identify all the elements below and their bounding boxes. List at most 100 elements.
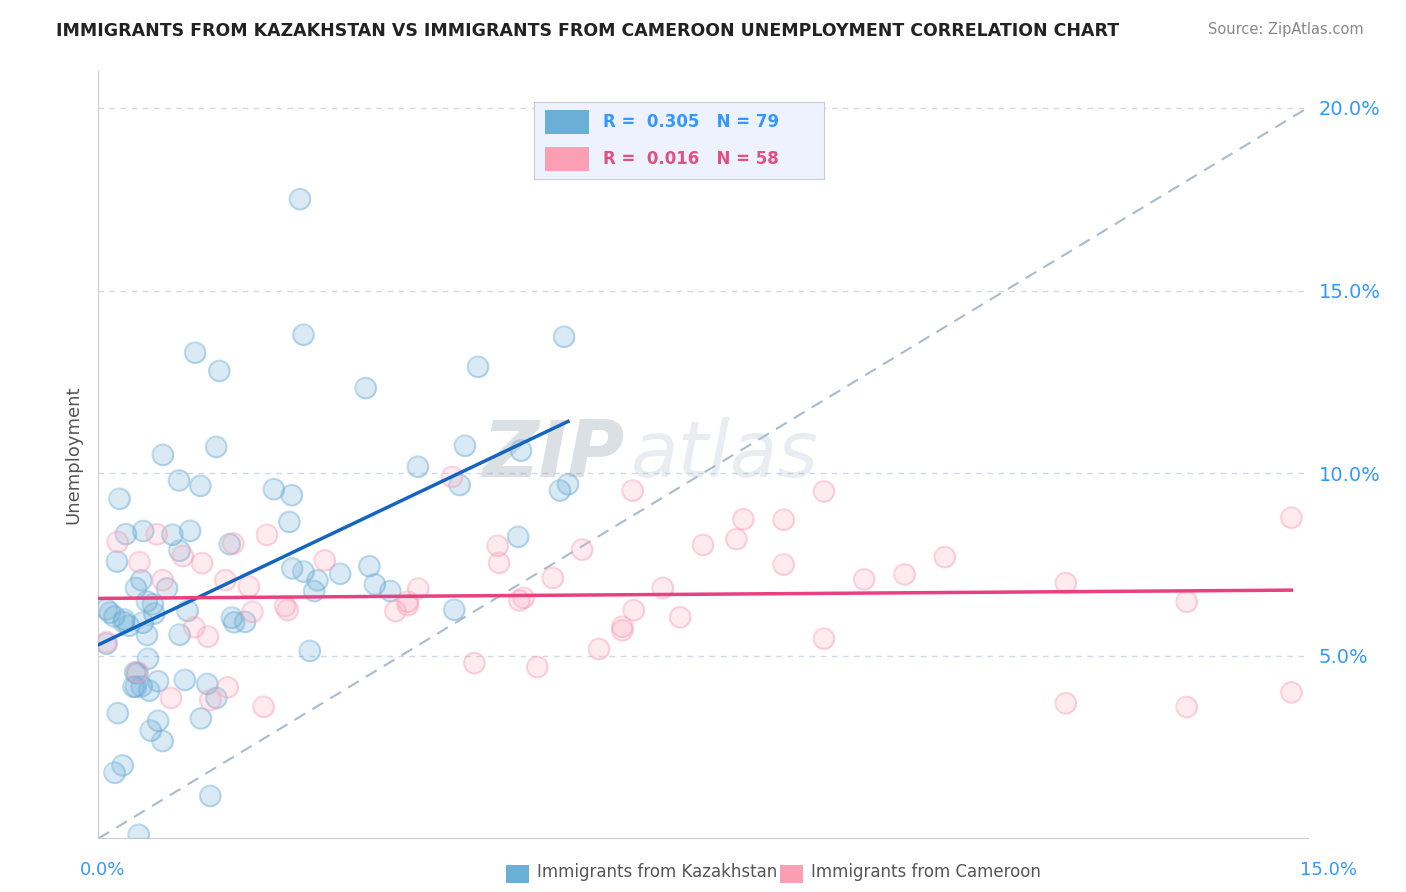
Point (548, 483, 571, 498)
Point (733, 512, 755, 526)
Point (169, 627, 191, 641)
Point (103, 765, 125, 780)
Point (314, 553, 336, 567)
Point (302, 584, 325, 599)
Point (136, 651, 159, 665)
Point (200, 789, 222, 803)
Point (128, 555, 150, 569)
Point (224, 615, 246, 630)
Point (488, 556, 510, 570)
Point (205, 690, 228, 705)
Point (107, 706, 129, 720)
Point (112, 615, 135, 630)
Point (651, 581, 673, 595)
Point (132, 524, 155, 538)
Point (208, 364, 231, 378)
Point (612, 620, 634, 634)
Point (623, 603, 645, 617)
Point (354, 381, 377, 395)
Point (136, 651, 159, 665)
Point (281, 488, 304, 502)
Point (772, 558, 794, 572)
Point (218, 537, 240, 551)
Y-axis label: Unemployment: Unemployment (65, 385, 83, 524)
Point (278, 515, 301, 529)
Point (406, 459, 429, 474)
Point (396, 595, 419, 609)
Point (131, 573, 153, 587)
Point (143, 607, 166, 621)
Point (138, 683, 160, 698)
Point (152, 573, 174, 587)
Point (125, 666, 148, 681)
Point (131, 679, 153, 693)
Point (588, 642, 610, 657)
Point (893, 567, 915, 582)
Point (214, 573, 236, 587)
Point (256, 528, 278, 542)
Point (108, 491, 131, 506)
Text: atlas: atlas (630, 417, 818, 493)
Point (169, 543, 191, 558)
Point (314, 553, 336, 567)
Point (813, 632, 835, 646)
Point (142, 597, 165, 611)
Point (98, 606, 121, 620)
Point (396, 598, 419, 612)
Point (156, 582, 179, 596)
Point (440, 470, 463, 484)
Point (128, 828, 150, 842)
Point (176, 604, 198, 618)
Point (772, 558, 794, 572)
Point (142, 597, 165, 611)
Point (454, 439, 477, 453)
Point (139, 723, 162, 738)
Point (205, 690, 228, 705)
Point (221, 610, 243, 624)
Point (612, 624, 634, 638)
Point (146, 714, 169, 728)
Point (172, 549, 194, 563)
Point (105, 555, 128, 569)
Point (692, 538, 714, 552)
Point (612, 624, 634, 638)
Point (380, 584, 402, 599)
Point (208, 364, 231, 378)
Point (138, 683, 160, 698)
Point (669, 610, 692, 624)
Point (162, 527, 184, 541)
Point (114, 613, 136, 627)
Point (406, 582, 429, 596)
Point (292, 565, 315, 579)
Point (128, 555, 150, 569)
Point (217, 681, 239, 695)
Point (135, 594, 157, 608)
Point (135, 594, 157, 608)
Point (238, 580, 260, 594)
Point (1054, 696, 1077, 710)
Point (172, 549, 194, 563)
Point (256, 528, 278, 542)
Point (467, 359, 489, 374)
Point (131, 615, 153, 630)
Point (127, 665, 149, 680)
Point (510, 443, 533, 458)
Point (183, 620, 205, 634)
Point (152, 448, 174, 462)
Point (191, 556, 214, 570)
Point (114, 527, 136, 541)
Point (612, 620, 634, 634)
Point (281, 561, 304, 575)
Point (510, 443, 533, 458)
Point (329, 566, 352, 581)
Point (772, 513, 794, 527)
Point (571, 542, 593, 557)
Point (191, 556, 214, 570)
Point (443, 603, 465, 617)
Point (200, 789, 222, 803)
Point (274, 599, 297, 614)
Point (233, 615, 256, 629)
Point (145, 527, 167, 541)
Point (1175, 700, 1198, 714)
Point (111, 758, 134, 772)
